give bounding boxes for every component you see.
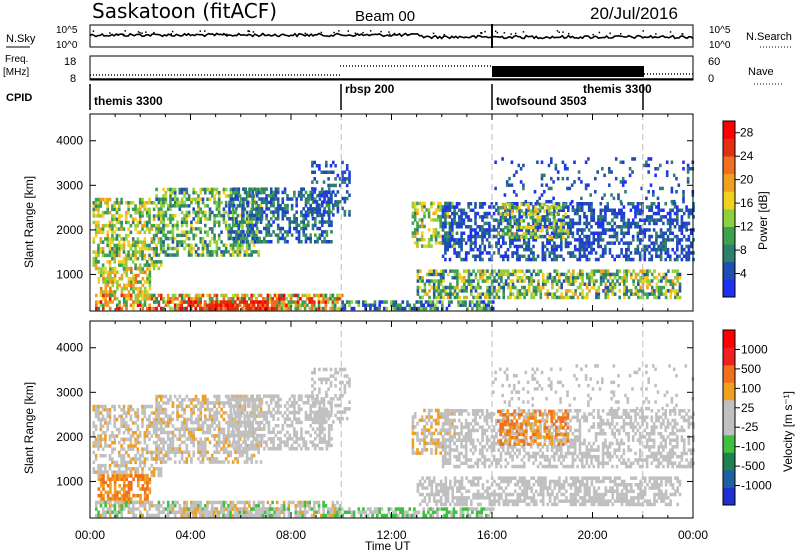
velocity-colorbar-tick: -100 [741, 440, 765, 454]
nave-bottom-label: 0 [708, 73, 714, 85]
y-tick-label: 4000 [56, 134, 83, 148]
colorbar-swatch [723, 452, 735, 471]
colorbar-swatch [723, 365, 735, 383]
colorbar-swatch [723, 191, 735, 210]
nsky-top-label: 10^5 [56, 25, 78, 36]
x-tick-label: 16:00 [477, 528, 507, 542]
freq-bottom-label: 8 [70, 73, 76, 85]
power-colorbar-tick: 12 [740, 220, 754, 234]
freq-strip [89, 55, 694, 81]
nsearch-label: N.Search [746, 31, 792, 43]
colorbar-swatch [723, 209, 735, 227]
x-tick-label: 20:00 [577, 528, 607, 542]
x-tick-label: 12:00 [376, 528, 406, 542]
y-tick-label: 1000 [56, 474, 83, 488]
x-tick-label: 00:00 [678, 528, 708, 542]
nsearch-top-label: 10^5 [709, 25, 731, 36]
cpid-label: CPID [6, 92, 32, 104]
power-y-axis-label: Slant Range [km] [22, 176, 36, 268]
power-colorbar-tick: 16 [740, 196, 754, 210]
velocity-colorbar-label: Velocity [m s⁻¹] [781, 391, 795, 472]
power-panel: 1000 2000 3000 4000 [56, 113, 695, 312]
velocity-heatmap-cells [92, 364, 695, 518]
nsky-label: N.Sky [6, 33, 36, 45]
y-tick-label: 3000 [56, 385, 83, 399]
velocity-colorbar-tick: 25 [741, 401, 755, 415]
power-colorbar-tick: 24 [740, 149, 754, 163]
colorbar-swatch [723, 244, 735, 263]
y-tick-label: 2000 [56, 430, 83, 444]
y-tick-label: 4000 [56, 341, 83, 355]
freq-top-label: 18 [64, 56, 76, 68]
nsky-bottom-label: 10^0 [56, 40, 78, 51]
nsearch-bottom-label: 10^0 [709, 40, 731, 51]
colorbar-swatch [723, 487, 735, 506]
colorbar-swatch [723, 330, 735, 348]
colorbar-swatch [723, 156, 735, 175]
power-heatmap-cells [92, 157, 695, 311]
nsky-strip [89, 24, 694, 48]
colorbar-swatch [723, 347, 735, 366]
date-label: 20/Jul/2016 [590, 4, 678, 23]
power-colorbar-tick: 20 [740, 173, 754, 187]
y-tick-label: 3000 [56, 178, 83, 192]
cpid-segment-4: themis 3300 [583, 82, 652, 96]
velocity-colorbar-tick: -1000 [741, 479, 772, 493]
colorbar-swatch [723, 382, 735, 401]
colorbar-swatch [723, 417, 735, 436]
nsky-trace [89, 30, 694, 40]
beam-label: Beam 00 [355, 8, 415, 25]
velocity-y-axis-label: Slant Range [km] [22, 382, 36, 474]
velocity-colorbar-tick: -500 [741, 459, 765, 473]
velocity-colorbar-tick: 100 [741, 381, 761, 395]
x-tick-label: 04:00 [175, 528, 205, 542]
freq-label-line2: [MHz] [3, 67, 29, 78]
velocity-colorbar-tick: 1000 [741, 342, 768, 356]
x-tick-label: 08:00 [276, 528, 306, 542]
cpid-segment-1: themis 3300 [94, 94, 163, 108]
cpid-segment-2: rbsp 200 [345, 82, 395, 96]
colorbar-swatch [723, 226, 735, 245]
colorbar-swatch [723, 279, 735, 298]
colorbar-swatch [723, 261, 735, 280]
velocity-colorbar-tick: -25 [741, 420, 759, 434]
freq-label-line1: Freq. [5, 54, 28, 65]
power-colorbar-tick: 28 [740, 126, 754, 140]
nave-label: Nave [748, 66, 774, 78]
colorbar-swatch [723, 173, 735, 192]
nave-top-label: 60 [708, 56, 720, 68]
x-axis-label: Time UT [365, 539, 411, 553]
x-tick-label: 00:00 [75, 528, 105, 542]
power-colorbar-label: Power [dB] [756, 191, 770, 250]
cpid-segment-3: twofsound 3503 [496, 94, 587, 108]
velocity-colorbar-tick: 500 [741, 362, 761, 376]
y-tick-label: 1000 [56, 267, 83, 281]
velocity-colorbar: 1000 500 100 25 -25 -100 -500 -1000 [722, 329, 772, 506]
colorbar-swatch [723, 435, 735, 453]
power-colorbar: 4 8 12 16 20 24 28 [722, 120, 754, 298]
colorbar-swatch [723, 138, 735, 157]
station-title: Saskatoon (fitACF) [92, 0, 277, 23]
colorbar-swatch [723, 470, 735, 488]
power-colorbar-tick: 4 [740, 267, 747, 281]
colorbar-swatch [723, 121, 735, 139]
colorbar-swatch [723, 400, 735, 418]
power-colorbar-tick: 8 [740, 243, 747, 257]
velocity-panel: 1000 2000 3000 4000 [56, 320, 695, 519]
y-tick-label: 2000 [56, 223, 83, 237]
